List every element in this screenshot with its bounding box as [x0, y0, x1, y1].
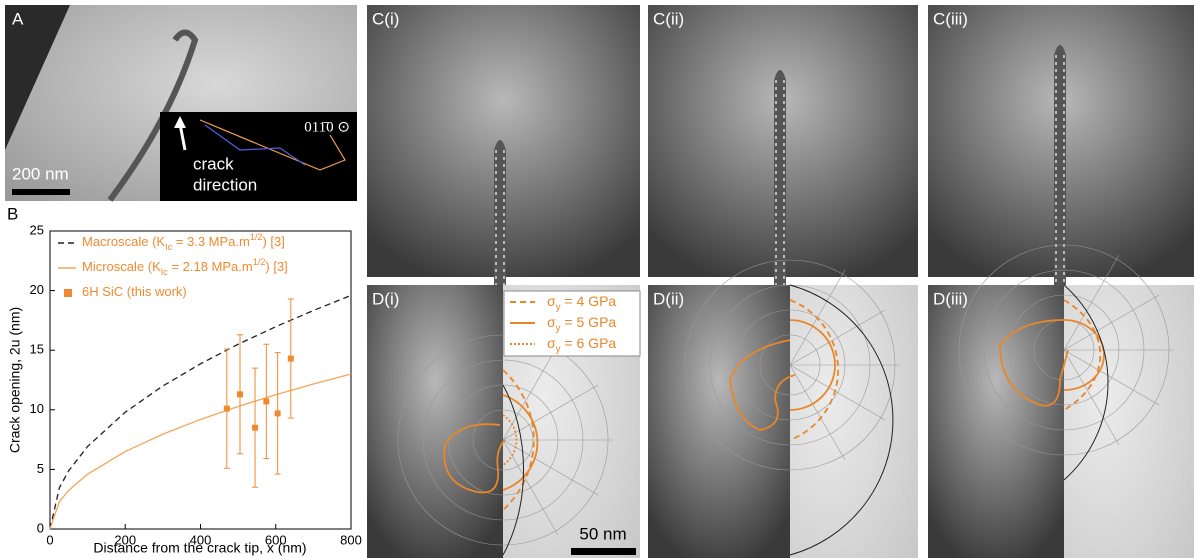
y-axis-label: Crack opening, 2u (nm)	[7, 307, 23, 453]
simulation	[1064, 285, 1194, 558]
panel-label: C(iii)	[933, 9, 968, 28]
data-point	[224, 406, 230, 412]
micrograph	[648, 285, 790, 558]
legend-text-part: 1/2	[253, 257, 266, 267]
data-point	[275, 410, 281, 416]
legend-label: Macroscale (KIc = 3.3 MPa.m1/2) [3]	[82, 232, 285, 252]
legend-text-part: = 2.18 MPa.m	[168, 259, 253, 274]
y-tick-label: 25	[30, 222, 44, 237]
curve	[50, 374, 351, 529]
page: {"panels":{"a":{"label":"A","scale_bar":…	[0, 0, 1194, 558]
legend-text-part: 6H SiC (this work)	[82, 284, 187, 299]
panel-label: D(i)	[372, 289, 399, 308]
legend-text-part: σ	[547, 314, 556, 330]
scale-bar	[571, 548, 636, 555]
scale-bar	[12, 189, 70, 195]
data-point	[252, 425, 258, 431]
legend-text-part: ) [3]	[262, 234, 284, 249]
y-tick-label: 20	[30, 282, 44, 297]
inset-text: crack	[193, 154, 234, 173]
legend-swatch	[64, 289, 72, 297]
legend-text-part: σ	[547, 293, 556, 309]
chart: B Distance from the crack tip, x (nm) Cr…	[7, 204, 362, 555]
scale-label: 200 nm	[12, 164, 69, 183]
x-tick-label: 0	[46, 532, 53, 547]
panel-label: C(ii)	[653, 9, 684, 28]
panel-a: crack direction 011̄0 ⊙ A 200 nm	[5, 5, 357, 201]
legend-text-part: = 6 GPa	[561, 335, 617, 351]
legend-text-part: ) [3]	[265, 259, 287, 274]
x-tick-label: 400	[190, 532, 212, 547]
legend-text-part: Macroscale (K	[82, 234, 165, 249]
panel-label: D(iii)	[933, 289, 968, 308]
panel-label: A	[12, 9, 24, 28]
body: crack direction 011̄0 ⊙ A 200 nm C(i) C(…	[0, 0, 1194, 558]
legend-text-part: = 4 GPa	[561, 293, 617, 309]
panel-label: D(ii)	[653, 289, 684, 308]
y-tick-label: 0	[37, 520, 44, 535]
legend-text-part: = 5 GPa	[561, 314, 617, 330]
legend-text-part: 1/2	[250, 232, 263, 242]
x-tick-label: 200	[114, 532, 136, 547]
panel-label: B	[7, 204, 18, 223]
y-tick-label: 5	[37, 461, 44, 476]
legend-text-part: = 3.3 MPa.m	[172, 234, 250, 249]
data-point	[263, 398, 269, 404]
legend-label: 6H SiC (this work)	[82, 284, 187, 299]
curve	[50, 295, 351, 529]
data-point	[288, 356, 294, 362]
scale-label: 50 nm	[579, 524, 626, 543]
x-tick-label: 600	[265, 532, 287, 547]
x-tick-label: 800	[340, 532, 362, 547]
plot-frame	[50, 231, 351, 529]
legend-text-part: σ	[547, 335, 556, 351]
y-tick-label: 15	[30, 342, 44, 357]
y-tick-label: 10	[30, 401, 44, 416]
inset-text: direction	[193, 175, 257, 194]
legend-label: Microscale (KIc = 2.18 MPa.m1/2) [3]	[82, 257, 288, 277]
legend-text-part: Microscale (K	[82, 259, 161, 274]
data-point	[237, 391, 243, 397]
figure: crack direction 011̄0 ⊙ A 200 nm C(i) C(…	[0, 0, 1194, 558]
zone-axis: 011̄0 ⊙	[304, 119, 350, 135]
panel-label: C(i)	[372, 9, 399, 28]
micrograph	[928, 285, 1064, 558]
